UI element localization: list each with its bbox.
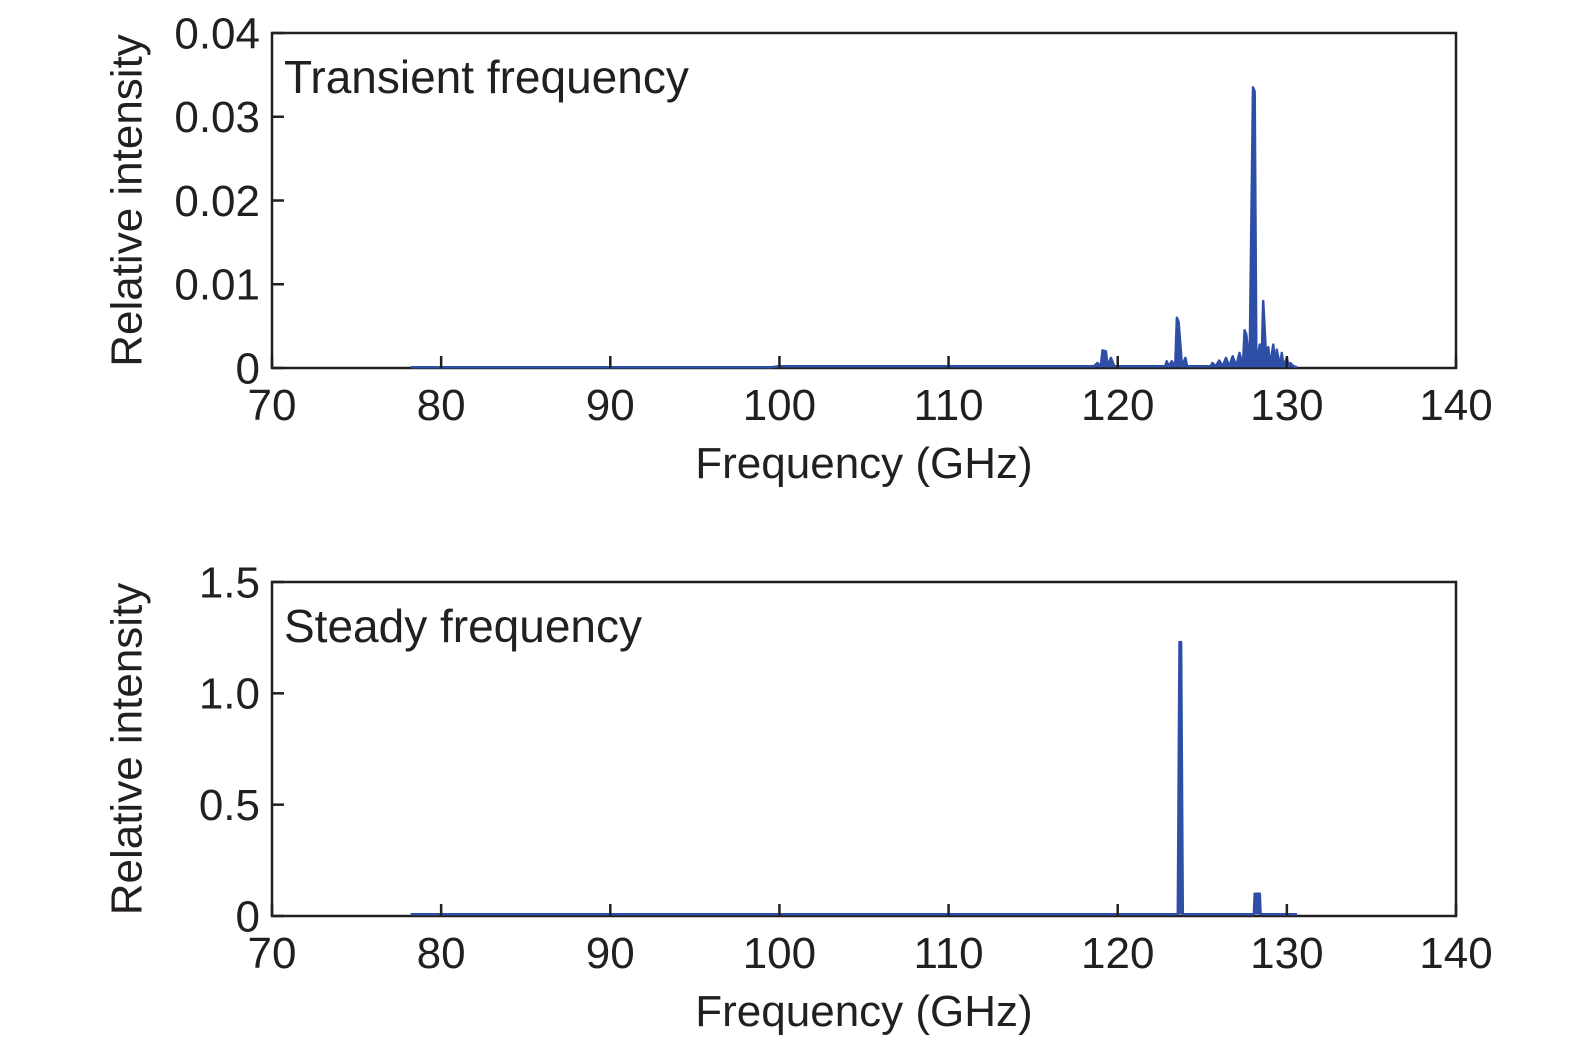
x-tick-label: 110 (913, 929, 983, 978)
x-tick-label: 80 (417, 381, 466, 430)
y-tick-label: 0 (236, 344, 260, 393)
x-tick-label: 70 (248, 929, 297, 978)
steady-frequency-panel: Steady frequency Frequency (GHz) Relativ… (102, 558, 1492, 1036)
x-axis-label: Frequency (GHz) (695, 987, 1032, 1036)
y-tick-label: 0.01 (174, 261, 260, 310)
x-tick-label: 110 (913, 381, 983, 430)
y-tick-label: 1.5 (199, 558, 260, 607)
series-line (410, 640, 1297, 916)
y-tick-label: 0 (236, 892, 260, 941)
x-tick-label: 100 (743, 929, 816, 978)
y-tick-label: 0.5 (199, 781, 260, 830)
y-tick-label: 0.02 (174, 177, 260, 226)
y-tick-label: 0.03 (174, 93, 260, 142)
plot-frame (270, 580, 1458, 918)
x-tick-label: 90 (586, 381, 635, 430)
y-tick-label: 1.0 (199, 670, 260, 719)
y-axis-label: Relative intensity (102, 583, 151, 916)
x-tick-label: 140 (1419, 929, 1492, 978)
x-axis-label: Frequency (GHz) (695, 439, 1032, 488)
x-tick-label: 70 (248, 381, 297, 430)
x-tick-label: 120 (1081, 929, 1154, 978)
panel-annotation: Steady frequency (284, 600, 642, 652)
panel-annotation: Transient frequency (284, 51, 689, 103)
x-tick-label: 130 (1250, 381, 1323, 430)
x-tick-label: 100 (743, 381, 816, 430)
series-line (410, 86, 1298, 369)
x-tick-label: 90 (586, 929, 635, 978)
transient-frequency-panel: Transient frequency Frequency (GHz) Rela… (102, 9, 1492, 488)
y-tick-label: 0.04 (174, 9, 260, 58)
x-tick-label: 80 (417, 929, 466, 978)
y-axis-label: Relative intensity (102, 34, 151, 367)
x-tick-label: 120 (1081, 381, 1154, 430)
x-tick-label: 130 (1250, 929, 1323, 978)
x-tick-label: 140 (1419, 381, 1492, 430)
